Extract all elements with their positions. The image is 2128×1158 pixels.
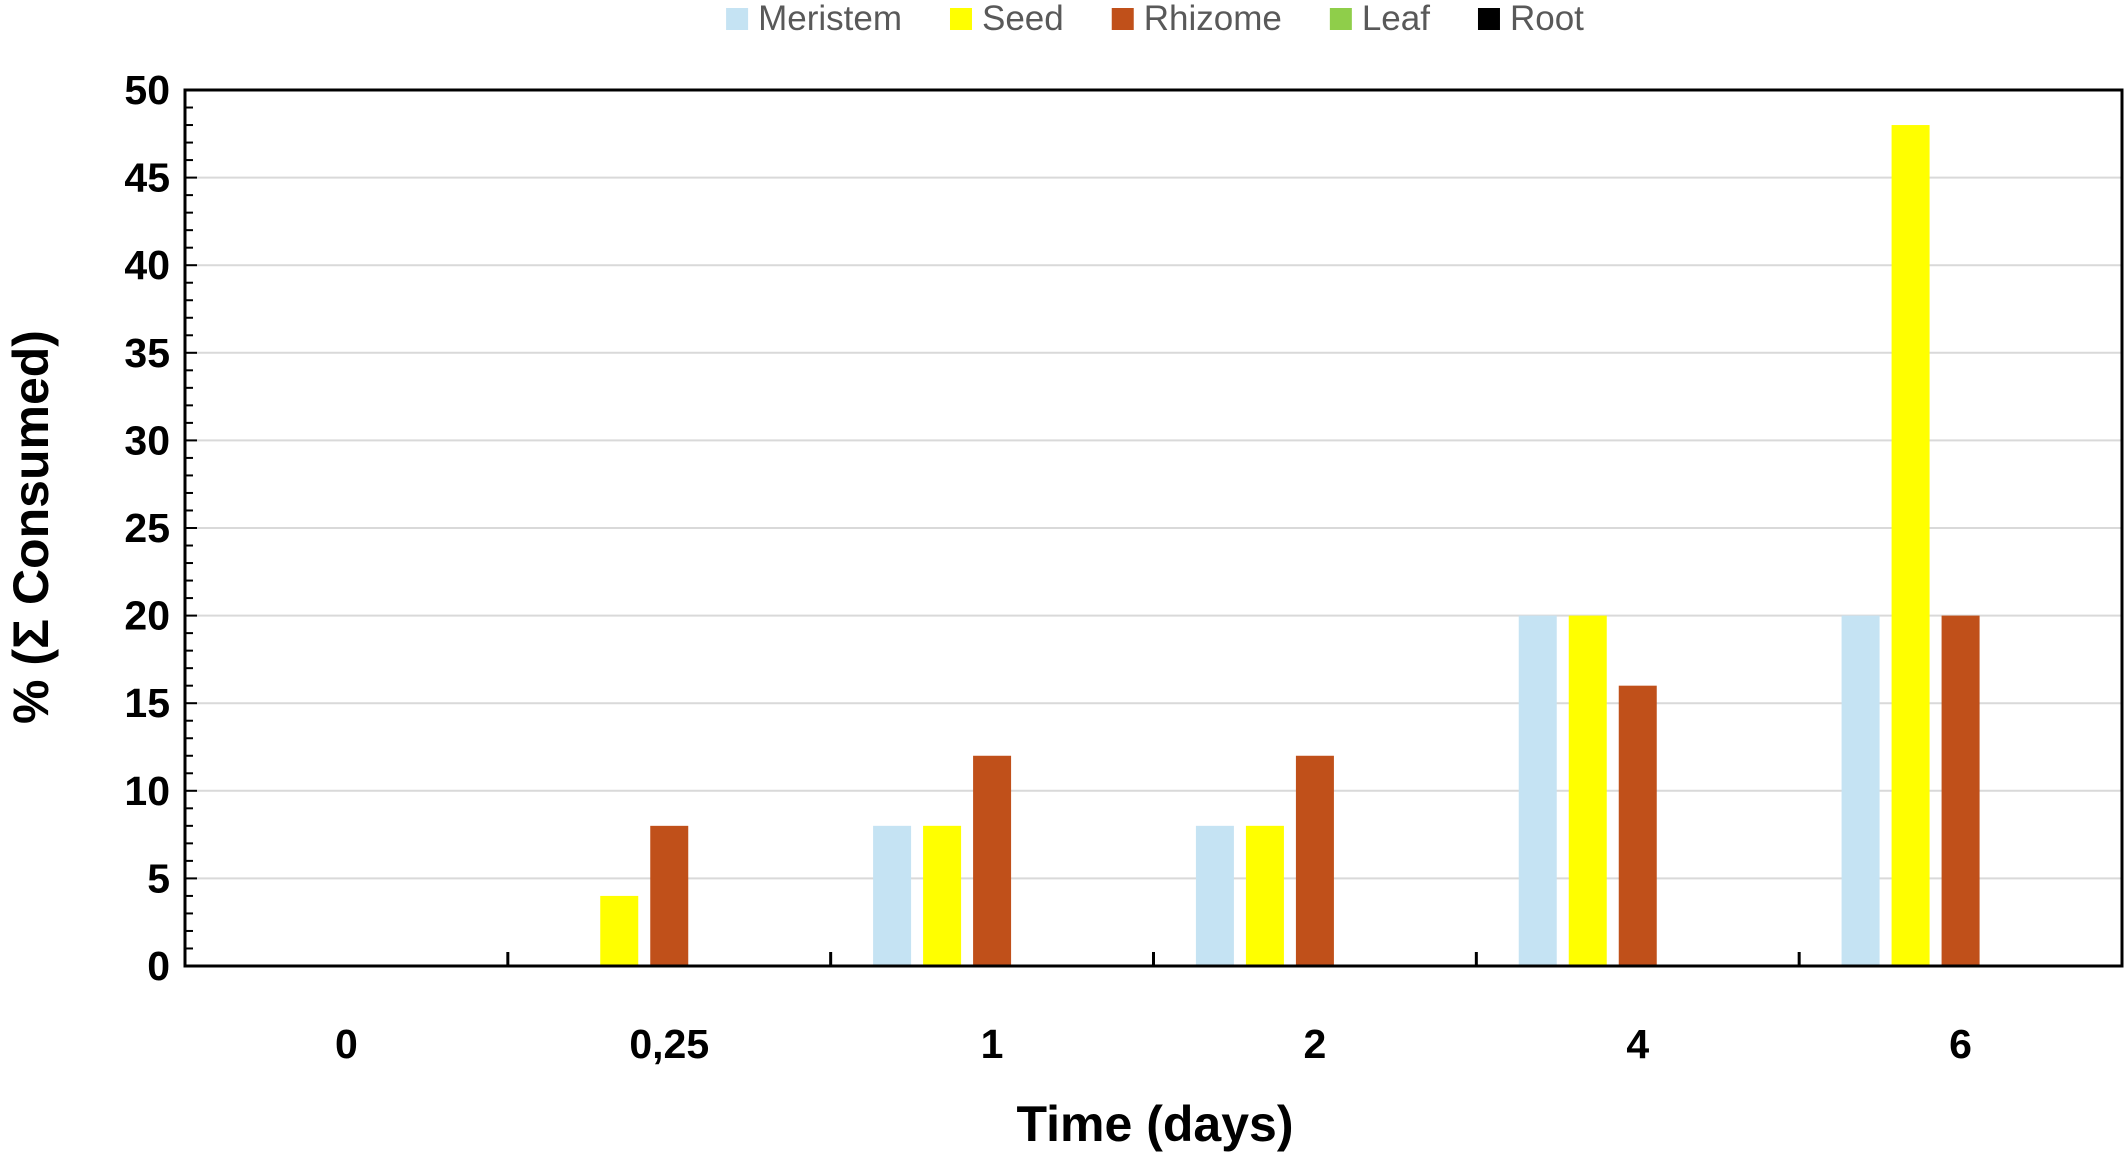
bar-rhizome-0_25 (650, 825, 689, 966)
bar-seed-0_25 (600, 895, 639, 966)
y-tick-label: 5 (147, 855, 170, 901)
legend-label: Root (1510, 0, 1584, 38)
y-axis-tick-labels: 0 5 10 15 20 25 30 35 40 45 50 (124, 67, 170, 989)
legend-label: Seed (982, 0, 1064, 38)
bar-meristem-1 (873, 825, 912, 966)
x-tick-label: 6 (1949, 1021, 1972, 1067)
y-tick-label: 0 (147, 943, 170, 989)
bar-meristem-4 (1518, 615, 1557, 966)
bars (600, 125, 1980, 967)
y-axis-minor-ticks (185, 89, 197, 967)
legend-label: Rhizome (1144, 0, 1282, 38)
x-tick-label: 4 (1626, 1021, 1649, 1067)
legend-label: Leaf (1362, 0, 1430, 38)
bar-meristem-2 (1195, 825, 1234, 966)
y-tick-label: 10 (124, 768, 170, 814)
x-tick-label: 2 (1304, 1021, 1327, 1067)
bar-seed-2 (1245, 825, 1284, 966)
legend: Meristem Seed Rhizome Leaf Root (726, 0, 1584, 38)
legend-label: Meristem (758, 0, 902, 38)
legend-swatch-meristem (726, 8, 749, 30)
y-tick-label: 35 (124, 330, 170, 376)
x-tick-label: 0 (335, 1021, 358, 1067)
bar-rhizome-4 (1618, 685, 1657, 966)
bar-rhizome-6 (1941, 615, 1980, 966)
x-axis-ticks (506, 952, 1801, 966)
legend-swatch-root (1477, 8, 1500, 30)
y-tick-label: 25 (124, 505, 170, 551)
bar-rhizome-1 (973, 755, 1012, 966)
bar-seed-4 (1568, 615, 1607, 966)
legend-swatch-rhizome (1111, 8, 1134, 30)
bar-rhizome-2 (1295, 755, 1334, 966)
y-tick-label: 15 (124, 680, 170, 726)
y-tick-label: 45 (124, 155, 170, 201)
x-axis-title: Time (days) (1017, 1096, 1294, 1152)
y-tick-label: 50 (124, 67, 170, 113)
legend-swatch-leaf (1329, 8, 1352, 30)
x-tick-label: 0,25 (629, 1021, 709, 1067)
legend-swatch-seed (949, 8, 972, 30)
bar-seed-1 (923, 825, 962, 966)
gridlines (185, 176, 2122, 880)
bar-meristem-6 (1841, 615, 1880, 966)
bar-seed-6 (1891, 125, 1930, 967)
y-tick-label: 30 (124, 417, 170, 463)
x-tick-label: 1 (981, 1021, 1004, 1067)
y-tick-label: 40 (124, 242, 170, 288)
y-axis-title: % (Σ Consumed) (3, 330, 59, 724)
x-axis-tick-labels: 0 0,25 1 2 4 6 (335, 1021, 1972, 1067)
y-tick-label: 20 (124, 593, 170, 639)
